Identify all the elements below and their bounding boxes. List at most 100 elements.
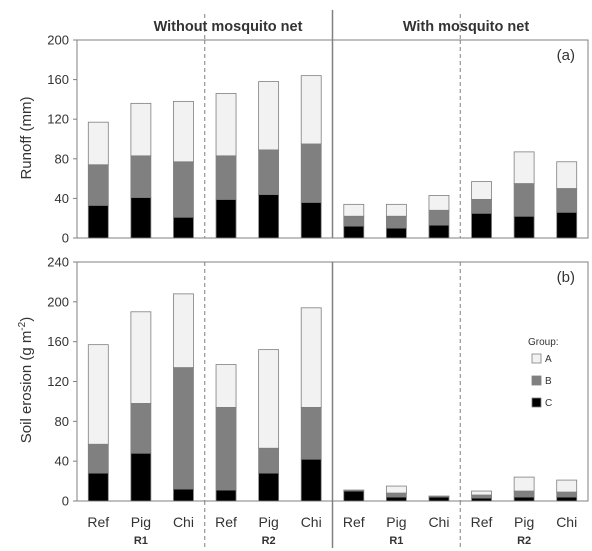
y-tick-label: 120 [47, 374, 69, 389]
bar-A [556, 161, 578, 189]
bar-B [215, 155, 237, 200]
y-tick-label: 0 [62, 494, 69, 509]
bar-C [513, 215, 535, 239]
y-tick-label: 40 [55, 191, 69, 206]
y-tick-label: 160 [47, 72, 69, 87]
bar-A [300, 307, 322, 408]
bar-A [471, 181, 492, 200]
bar-C [343, 225, 365, 239]
bar-A [258, 349, 280, 449]
legend-title: Group: [528, 337, 559, 348]
category-label: Chi [556, 514, 577, 530]
separators [204, 10, 461, 548]
bar-C [556, 496, 578, 502]
header-without-net: Without mosquito net [154, 19, 303, 35]
bar-C [428, 496, 450, 502]
bar-A [300, 75, 322, 145]
bar-C [471, 497, 492, 502]
y-axis-label-soil-erosion: Soil erosion (g m-2) [17, 317, 35, 443]
category-layer: Ref Pig Chi Ref Pig Chi Ref Pig Chi Ref Pig Chi R1 R2… [87, 514, 577, 547]
bar-A [130, 102, 152, 157]
bar-B [130, 155, 152, 198]
bar-B [556, 491, 578, 498]
bar-C [130, 452, 152, 502]
y-tick-label: 200 [47, 33, 69, 48]
bar-C [130, 197, 152, 239]
group-label: R1 [134, 535, 148, 547]
bar-B [215, 406, 237, 491]
category-label: Chi [428, 514, 449, 530]
y-tick-label: 120 [47, 112, 69, 127]
bar-A [385, 203, 407, 217]
bar-A [173, 100, 194, 163]
bar-C [471, 212, 492, 239]
bar-A [471, 490, 492, 496]
bar-A [385, 485, 407, 494]
category-label: Pig [386, 514, 406, 530]
bar-B [471, 198, 492, 214]
category-label: Ref [471, 514, 493, 530]
category-label: Ref [87, 514, 109, 530]
bar-B [173, 367, 194, 490]
bar-B [513, 490, 535, 498]
bar-A [173, 293, 194, 368]
bar-B [87, 164, 109, 206]
category-label: Chi [173, 514, 194, 530]
y-tick-label: 40 [55, 454, 69, 469]
category-label: Ref [343, 514, 365, 530]
legend-swatch-B [531, 375, 542, 386]
bar-B [556, 188, 578, 213]
bar-B [300, 406, 322, 460]
bar-B [471, 494, 492, 499]
y-axis-label-runoff: Runoff (mm) [18, 96, 35, 179]
bar-B [258, 149, 280, 195]
y-axis-label-soil-erosion-suffix: ) [18, 317, 35, 322]
bar-C [513, 496, 535, 502]
legend-entry-A: A [545, 354, 552, 365]
category-label: Pig [259, 514, 279, 530]
bar-B [513, 183, 535, 217]
y-tick-label: 0 [62, 231, 69, 246]
panel-label-a: (a) [557, 47, 575, 64]
legend-entry-B: B [545, 376, 552, 387]
bar-A [215, 364, 237, 408]
bar-B [343, 489, 365, 492]
y-tick-label: 200 [47, 294, 69, 309]
y-tick-label: 80 [55, 414, 69, 429]
tick-layer: 0 40 80 120 160 200 0 40 80 120 160 200 240 [47, 33, 77, 509]
bar-B [258, 447, 280, 474]
label-layer: Without mosquito net With mosquito net (… [17, 19, 575, 443]
bar-A [556, 479, 578, 493]
bar-C [173, 216, 194, 239]
bar-C [258, 472, 280, 502]
bar-C [173, 488, 194, 502]
bar-A [87, 121, 109, 166]
group-label: R2 [517, 535, 531, 547]
y-axis-label-soil-erosion-sup: -2 [17, 321, 28, 330]
bar-C [87, 472, 109, 502]
category-label: Ref [215, 514, 237, 530]
bar-C [343, 490, 365, 502]
y-tick-label: 80 [55, 151, 69, 166]
bar-B [87, 443, 109, 474]
header-with-net: With mosquito net [403, 19, 529, 35]
bar-C [215, 198, 237, 239]
bar-A [513, 151, 535, 184]
bar-layer [87, 75, 578, 502]
bar-A [215, 93, 237, 157]
bar-C [300, 201, 322, 239]
bar-C [300, 458, 322, 502]
bar-A [130, 311, 152, 404]
bar-C [258, 194, 280, 239]
bar-A [87, 344, 109, 445]
bar-B [385, 492, 407, 498]
bar-A [343, 203, 365, 217]
category-label: Pig [131, 514, 151, 530]
bar-B [385, 215, 407, 229]
legend: Group: ABC [528, 337, 559, 409]
bar-C [87, 204, 109, 239]
y-axis-label-soil-erosion-main: Soil erosion (g m [18, 331, 35, 444]
group-label: R1 [389, 535, 403, 547]
bar-B [300, 143, 322, 203]
legend-swatch-A [531, 353, 542, 364]
